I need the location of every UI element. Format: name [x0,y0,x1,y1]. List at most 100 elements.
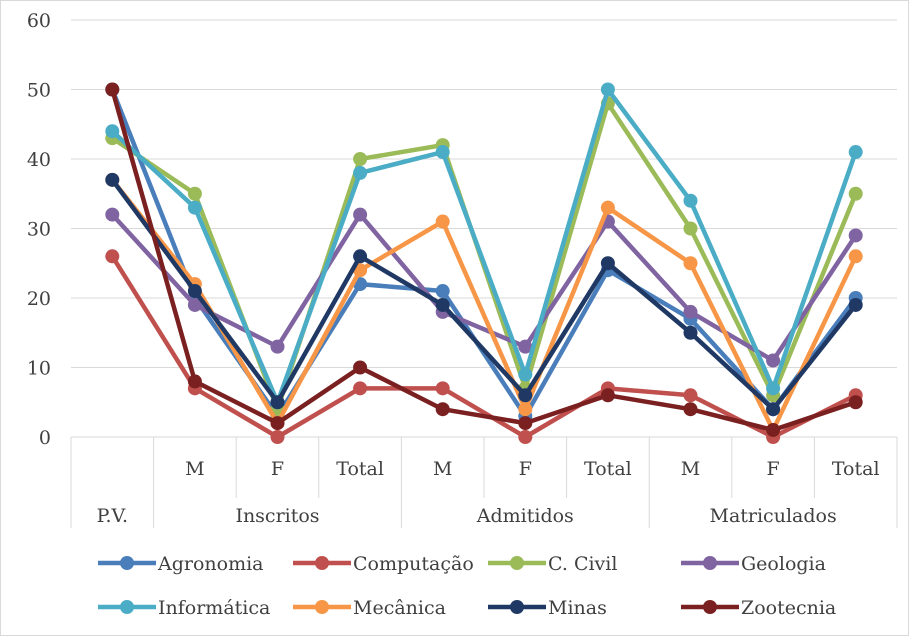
x-tick-label: Total [832,458,880,480]
legend-label: Computação [353,553,474,575]
data-point-computa-o [683,388,698,403]
x-axis: M F Total M F Total M F Total P.V. Inscritos Admiti… [70,437,898,528]
legend-label: Agronomia [157,553,264,575]
data-point-geologia [848,228,863,243]
legend-marker-inform-tica [120,600,134,614]
x-tick-label: M [681,458,700,480]
series-line-zootecnia [110,88,857,433]
data-point-zootecnia [600,388,615,403]
legend-label: Geologia [741,553,826,575]
series-line-c-civil [111,101,858,412]
y-tick-label: 0 [39,427,51,449]
x-group-label: P.V. [97,505,128,527]
legend-marker-agronomia [120,556,134,570]
y-tick-label: 10 [27,358,51,380]
data-point-minas [270,395,285,410]
data-point-geologia [187,297,202,312]
data-point-zootecnia [518,416,533,431]
data-point-mec-nica [435,214,450,229]
data-point-geologia [105,207,120,222]
data-point-zootecnia [848,395,863,410]
data-point-computa-o [270,430,285,444]
series-line-mec-nica [110,178,858,433]
data-point-computa-o [353,381,368,396]
data-point-inform-tica [353,165,368,180]
x-tick-label: M [433,458,452,480]
y-tick-label: 50 [27,80,51,102]
y-tick-label: 30 [27,219,51,241]
data-point-geologia [766,353,781,368]
data-point-minas [518,388,533,403]
data-point-zootecnia [766,423,781,438]
y-tick-label: 40 [27,149,51,171]
legend-marker-minas [510,600,524,614]
data-point-inform-tica [518,367,533,382]
data-point-inform-tica [105,124,120,139]
legend-label: Minas [548,597,607,619]
data-point-agronomia [435,284,450,299]
data-point-minas [766,402,781,417]
data-point-minas [435,297,450,312]
x-tick-label: F [271,458,284,480]
data-point-minas [105,172,120,187]
y-axis: 0 10 20 30 40 50 60 [27,10,51,449]
data-point-c-civil [683,221,698,236]
series-line-geologia [110,212,858,363]
data-point-geologia [683,304,698,319]
data-point-zootecnia [105,82,120,97]
data-point-inform-tica [435,145,450,160]
data-point-mec-nica [848,249,863,264]
data-point-computa-o [105,249,120,264]
x-tick-label: F [767,458,780,480]
data-point-computa-o [518,430,533,444]
data-point-zootecnia [187,374,202,389]
data-point-c-civil [187,186,202,201]
legend-label: Mecânica [353,597,446,619]
x-group-label: Inscritos [235,505,319,527]
x-tick-label: F [519,458,532,480]
data-point-c-civil [353,152,368,166]
data-point-inform-tica [187,200,202,215]
data-point-zootecnia [270,416,285,431]
data-point-minas [683,325,698,340]
legend-marker-mec-nica [315,600,329,614]
data-point-mec-nica [600,200,615,215]
data-point-geologia [518,339,533,354]
y-tick-label: 20 [27,288,51,310]
data-point-mec-nica [518,402,533,417]
data-point-zootecnia [683,402,698,417]
series-lines [105,82,863,444]
data-point-inform-tica [600,82,615,97]
legend-label: Zootecnia [741,597,836,619]
x-tick-label: M [185,458,204,480]
data-point-minas [353,249,368,264]
y-tick-label: 60 [27,10,51,32]
data-point-minas [600,256,615,271]
legend-label: C. Civil [548,553,617,575]
data-point-minas [187,284,202,299]
legend-marker-computa-o [315,556,329,570]
data-point-inform-tica [766,381,781,396]
legend-label: Informática [158,597,270,619]
x-group-label: Matriculados [709,505,836,527]
legend: Agronomia Computação C. Civil Geologia Infor… [98,553,836,619]
x-group-label: Admitidos [476,505,574,527]
data-point-minas [848,297,863,312]
legend-marker-geologia [703,556,717,570]
data-point-geologia [353,207,368,222]
data-point-c-civil [848,186,863,201]
data-point-geologia [270,339,285,354]
data-point-inform-tica [848,145,863,160]
legend-marker-zootecnia [703,600,717,614]
legend-marker-c-civil [510,556,524,570]
series-line-minas [110,178,858,412]
data-point-zootecnia [435,402,450,417]
data-point-inform-tica [683,193,698,208]
x-tick-label: Total [336,458,384,480]
data-point-mec-nica [683,256,698,271]
data-point-computa-o [435,381,450,396]
series-line-computa-o [110,255,857,440]
x-tick-label: Total [584,458,632,480]
